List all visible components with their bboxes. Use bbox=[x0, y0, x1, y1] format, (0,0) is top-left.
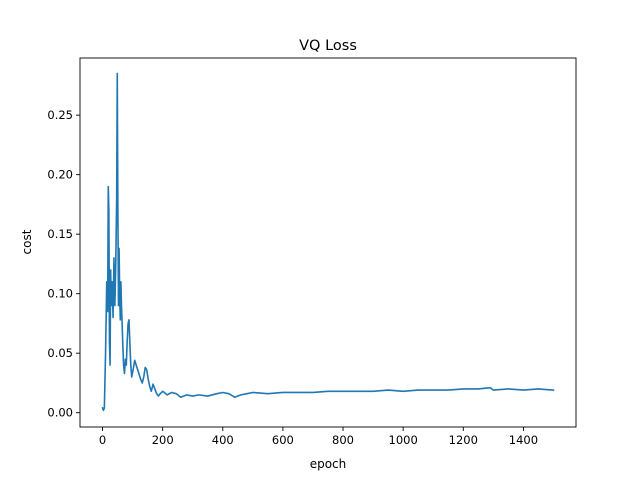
plot-area bbox=[101, 72, 555, 412]
x-tick-label: 1200 bbox=[449, 433, 478, 447]
y-tick-label: 0.25 bbox=[47, 108, 73, 122]
x-tick-label: 0 bbox=[99, 433, 106, 447]
y-axis-label: cost bbox=[20, 229, 34, 254]
y-tick-label: 0.05 bbox=[47, 346, 73, 360]
y-tick-label: 0.20 bbox=[47, 168, 73, 182]
x-tick-label: 200 bbox=[152, 433, 174, 447]
y-tick-label: 0.00 bbox=[47, 406, 73, 420]
x-tick-label: 1400 bbox=[509, 433, 538, 447]
axes-frame bbox=[79, 57, 577, 428]
y-tick-label: 0.15 bbox=[47, 227, 73, 241]
x-tick-label: 1000 bbox=[389, 433, 418, 447]
x-tick-label: 400 bbox=[212, 433, 234, 447]
y-axis: 0.00 0.05 0.10 0.15 0.20 0.25 bbox=[47, 108, 80, 420]
x-axis: 0 200 400 600 800 1000 1200 1400 bbox=[99, 427, 538, 447]
x-tick-label: 600 bbox=[272, 433, 294, 447]
series-line bbox=[101, 72, 555, 412]
x-tick-label: 800 bbox=[332, 433, 354, 447]
x-axis-label: epoch bbox=[310, 457, 347, 471]
y-tick-label: 0.10 bbox=[47, 287, 73, 301]
chart-title: VQ Loss bbox=[299, 38, 357, 54]
